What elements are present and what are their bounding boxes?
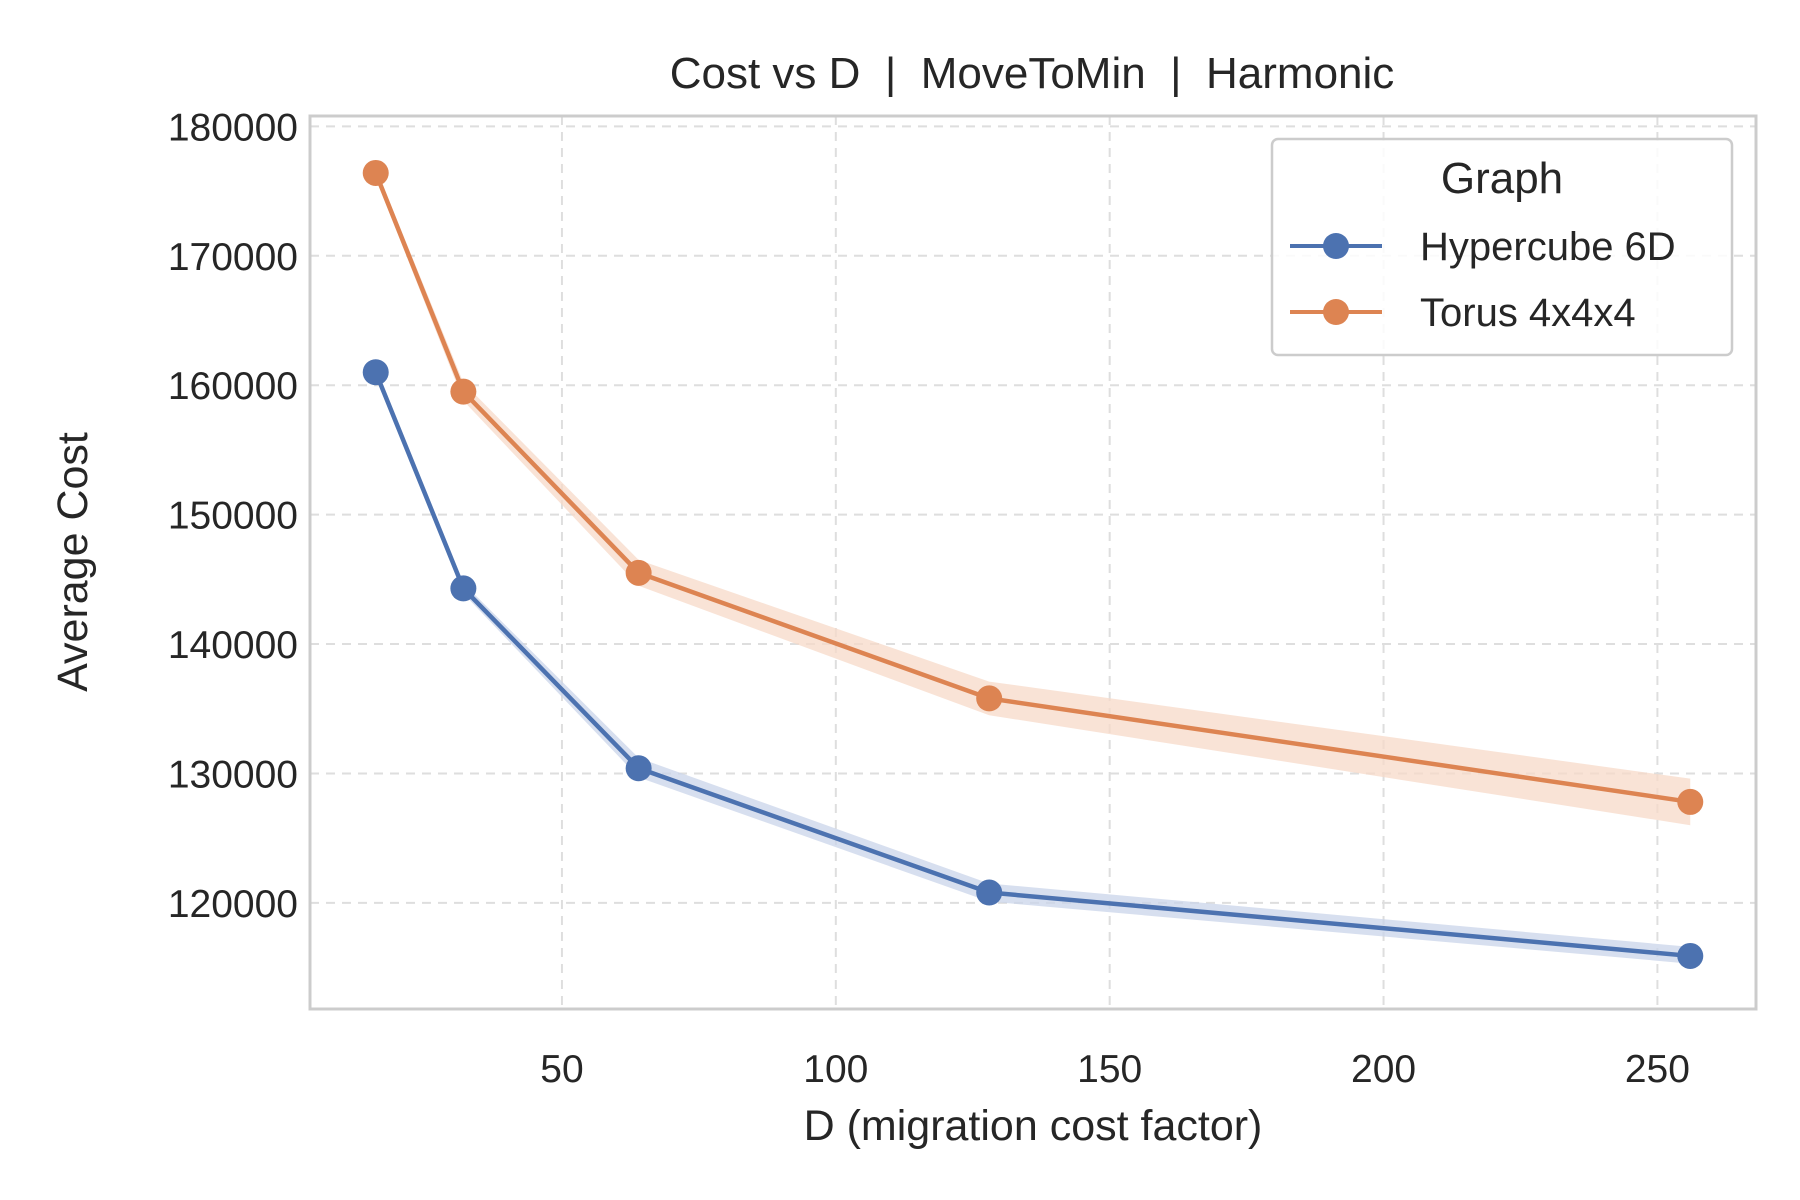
x-tick-labels: 50 100 150 200 250	[540, 1048, 1690, 1091]
band-layer	[375, 167, 1691, 964]
legend-box	[1270, 137, 1734, 357]
data-point-torus-4x4x4	[450, 378, 477, 405]
y-tick-label: 170000	[168, 236, 298, 279]
legend-title: Graph	[1441, 154, 1563, 203]
x-axis-title: D (migration cost factor)	[804, 1102, 1263, 1150]
y-axis-title: Average Cost	[49, 432, 97, 692]
plot-frame	[308, 114, 1758, 1011]
y-tick-label: 160000	[168, 365, 298, 408]
y-tick-label: 130000	[168, 753, 298, 796]
x-tick-label: 50	[540, 1048, 583, 1091]
data-point-hypercube-6d	[1677, 942, 1704, 969]
legend-label-hypercube-6d: Hypercube 6D	[1420, 225, 1676, 269]
data-point-hypercube-6d	[362, 359, 389, 386]
data-point-torus-4x4x4	[976, 685, 1003, 712]
legend-marker-dot-torus-4x4x4	[1323, 299, 1349, 325]
data-point-torus-4x4x4	[1677, 788, 1704, 815]
y-tick-label: 150000	[168, 495, 298, 538]
data-point-hypercube-6d	[625, 755, 652, 782]
y-tick-label: 120000	[168, 883, 298, 926]
x-tick-label: 150	[1077, 1048, 1142, 1091]
data-point-torus-4x4x4	[362, 159, 389, 186]
y-tick-label: 140000	[168, 624, 298, 667]
data-point-hypercube-6d	[976, 879, 1003, 906]
x-tick-label: 100	[803, 1048, 868, 1091]
x-tick-label: 200	[1351, 1048, 1416, 1091]
chart-title: Cost vs D | MoveToMin | Harmonic	[670, 49, 1395, 98]
point-layer	[362, 159, 1704, 969]
legend-label-torus-4x4x4: Torus 4x4x4	[1420, 291, 1636, 335]
legend-marker-dot-hypercube-6d	[1323, 233, 1349, 259]
x-tick-label: 250	[1625, 1048, 1690, 1091]
data-point-torus-4x4x4	[625, 559, 652, 586]
y-tick-labels: 120000 130000 140000 150000 160000 170000 1800…	[168, 106, 298, 926]
y-tick-label: 180000	[168, 106, 298, 149]
data-point-hypercube-6d	[450, 575, 477, 602]
confidence-band-torus-4x4x4	[375, 167, 1691, 826]
legend: Graph Hypercube 6D Torus 4x4x4	[1270, 137, 1734, 357]
